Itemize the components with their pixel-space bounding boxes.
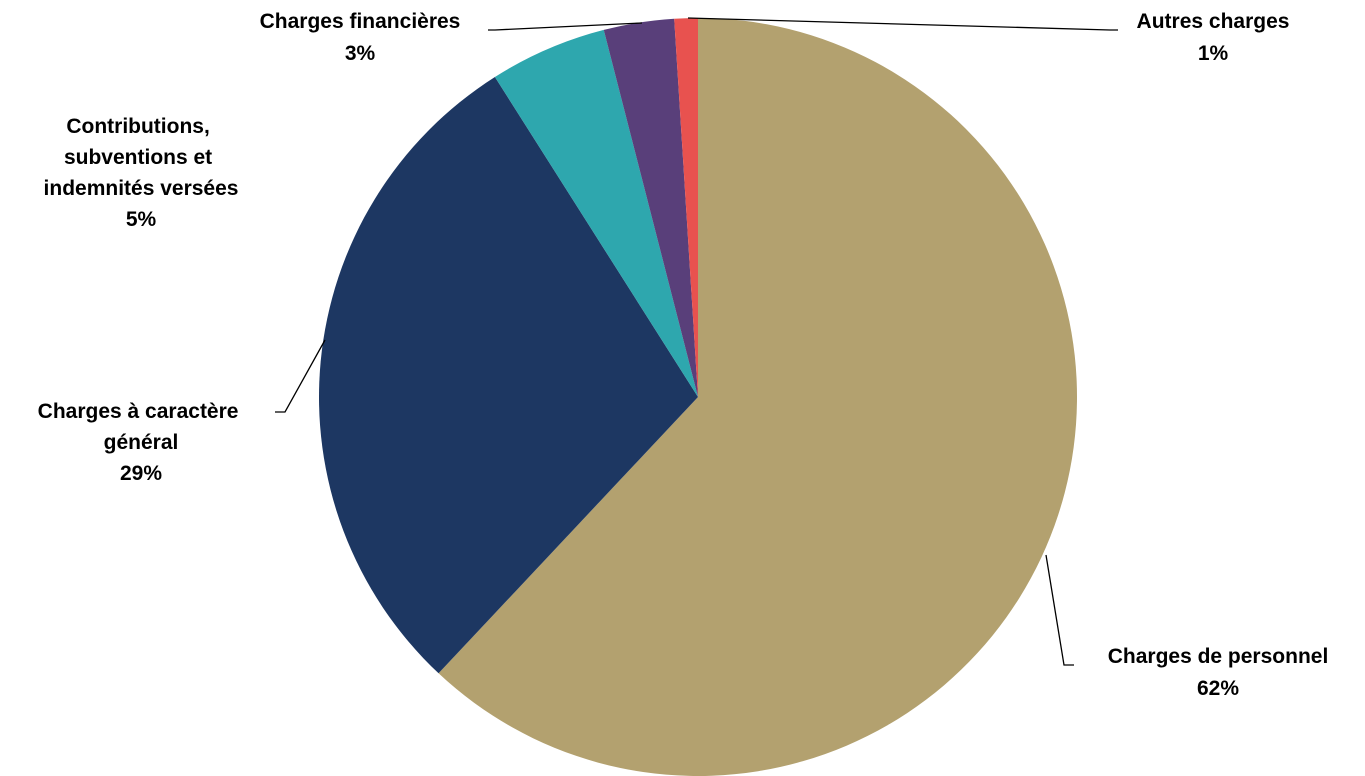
slice-labels: Charges de personnel 62% Charges à carac… <box>38 10 1329 700</box>
slice-label-autres-charges: Autres charges <box>1137 10 1290 33</box>
slice-pct-charges-financieres: 3% <box>345 42 376 65</box>
slice-pct-charges-de-personnel: 62% <box>1197 677 1239 700</box>
pie-slice-charges-a-caractere-general <box>319 77 698 674</box>
pie-slice-contributions-subventions-et-indemnites-versees <box>494 29 698 397</box>
slice-label-charges-de-personnel: Charges de personnel <box>1108 645 1329 668</box>
leader-line-charges-a-caractere-general <box>275 339 326 413</box>
slice-pct-contributions-subventions: 5% <box>126 208 157 231</box>
slice-label-charges-a-caractere-general: Charges à caractère général <box>38 400 245 454</box>
slice-label-contributions-subventions: Contributions, subventions et indemnités… <box>44 115 239 200</box>
pie-slice-charges-de-personnel <box>438 18 1077 776</box>
slice-pct-autres-charges: 1% <box>1198 42 1229 65</box>
leader-line-charges-financieres <box>488 22 643 31</box>
slice-pct-charges-a-caractere-general: 29% <box>120 462 162 485</box>
pie-slice-autres-charges <box>674 18 698 397</box>
pie-slice-charges-financieres <box>603 18 698 397</box>
pie-slices <box>319 18 1077 776</box>
leader-lines <box>275 17 1118 666</box>
slice-label-charges-financieres: Charges financières <box>260 10 461 33</box>
leader-line-autres-charges <box>687 17 1118 31</box>
leader-line-charges-de-personnel <box>1045 554 1074 666</box>
